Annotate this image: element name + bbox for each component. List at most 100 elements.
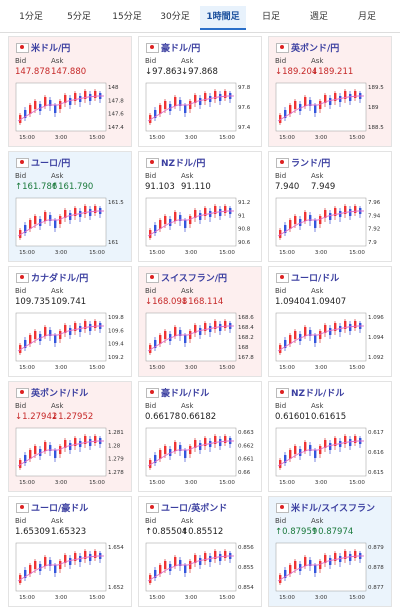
rate-card[interactable]: 英ポンド/ドル Bid Ask ↓1.27942 ↓1.27952 1.281 1.28 1.… xyxy=(8,381,132,492)
ask-value: ↑0.85512 xyxy=(181,527,224,537)
flag-mark xyxy=(280,390,284,394)
y-tick-label: 147.6 xyxy=(108,112,124,118)
flag-mark xyxy=(150,275,154,279)
x-tick-label: 15:00 xyxy=(279,135,295,141)
x-tick-label: 15:00 xyxy=(89,365,105,371)
pair-title[interactable]: 米ドル/スイスフラン xyxy=(291,504,376,514)
bid-label: Bid xyxy=(15,172,27,180)
flag-icon xyxy=(146,503,159,513)
bid-value: 147.878 xyxy=(15,67,51,77)
rate-card[interactable]: カナダドル/円 Bid Ask 109.735 109.741 109.8 109.6 109… xyxy=(8,266,132,377)
flag-mark xyxy=(280,505,284,509)
pair-title[interactable]: スイスフラン/円 xyxy=(161,274,228,284)
rate-card[interactable]: ランド/円 Bid Ask 7.940 7.949 7.96 7.94 7.92 7.9 15:0… xyxy=(268,151,392,262)
ask-value: 91.110 xyxy=(181,182,211,192)
ask-value: 147.880 xyxy=(51,67,87,77)
tab[interactable]: 15分足 xyxy=(112,12,142,22)
flag-mark xyxy=(150,390,154,394)
tab[interactable]: 1時間足 xyxy=(200,6,246,30)
pair-title[interactable]: ユーロ/豪ドル xyxy=(31,504,89,514)
rate-card[interactable]: NZドル/円 Bid Ask 91.103 91.110 91.2 91 90.8 90.6 15… xyxy=(138,151,262,262)
bid-label: Bid xyxy=(15,57,27,65)
rate-card[interactable]: 米ドル/円 Bid Ask 147.878 147.880 148 147.8 147.6 14… xyxy=(8,36,132,147)
y-tick-label: 188.5 xyxy=(368,125,384,131)
bid-value: 1.65309 xyxy=(15,527,51,537)
y-tick-label: 7.9 xyxy=(368,240,377,246)
ask-label: Ask xyxy=(311,172,324,180)
flag-icon xyxy=(276,43,289,53)
pair-title[interactable]: 英ポンド/円 xyxy=(291,44,340,54)
pair-title[interactable]: 豪ドル/ドル xyxy=(161,389,210,399)
rate-card[interactable]: 豪ドル/ドル Bid Ask 0.66178 0.66182 0.663 0.662 0.66… xyxy=(138,381,262,492)
ask-value: ↓189.211 xyxy=(311,67,354,77)
rate-card[interactable]: NZドル/ドル Bid Ask 0.61601 0.61615 0.617 0.616 0.6… xyxy=(268,381,392,492)
flag-mark xyxy=(280,160,284,164)
bid-value: ↑161.786 xyxy=(15,182,58,192)
y-tick-label: 1.652 xyxy=(108,585,124,591)
flag-mark xyxy=(20,45,24,49)
x-tick-label: 15:00 xyxy=(149,480,165,486)
tab[interactable]: 月足 xyxy=(357,12,376,22)
flag-mark xyxy=(20,160,24,164)
y-tick-label: 97.4 xyxy=(238,125,251,131)
x-tick-label: 15:00 xyxy=(219,595,235,601)
x-tick-label: 3:00 xyxy=(185,480,198,486)
pair-title[interactable]: 豪ドル/円 xyxy=(161,44,201,54)
y-tick-label: 168.6 xyxy=(238,315,254,321)
bid-label: Bid xyxy=(15,287,27,295)
y-tick-label: 168 xyxy=(238,345,249,351)
y-tick-label: 109.6 xyxy=(108,328,124,334)
x-tick-label: 15:00 xyxy=(89,250,105,256)
rate-card[interactable]: ユーロ/豪ドル Bid Ask 1.65309 1.65323 1.654 1.652 15:… xyxy=(8,496,132,607)
x-tick-label: 15:00 xyxy=(279,250,295,256)
pair-title[interactable]: 英ポンド/ドル xyxy=(31,389,89,399)
y-tick-label: 0.854 xyxy=(238,585,254,591)
y-tick-label: 1.094 xyxy=(368,335,384,341)
y-tick-label: 97.8 xyxy=(238,85,251,91)
x-tick-label: 15:00 xyxy=(19,365,35,371)
flag-icon xyxy=(146,388,159,398)
pair-title[interactable]: 米ドル/円 xyxy=(31,44,71,54)
bid-label: Bid xyxy=(275,57,287,65)
y-tick-label: 0.615 xyxy=(368,470,384,476)
rate-card[interactable]: 米ドル/スイスフラン Bid Ask ↑0.87959 ↑0.87974 0.879 0.8… xyxy=(268,496,392,607)
y-tick-label: 90.6 xyxy=(238,240,251,246)
rate-card[interactable]: ユーロ/ドル Bid Ask 1.09404 1.09407 1.096 1.094 1.09… xyxy=(268,266,392,377)
ask-label: Ask xyxy=(181,57,194,65)
bid-label: Bid xyxy=(275,172,287,180)
rate-card[interactable]: 豪ドル/円 Bid Ask ↓97.863 ↓97.868 97.8 97.6 97.4 15:… xyxy=(138,36,262,147)
tab[interactable]: 週足 xyxy=(309,12,328,22)
bid-value: 1.09404 xyxy=(275,297,311,307)
flag-icon xyxy=(16,503,29,513)
x-tick-label: 15:00 xyxy=(19,250,35,256)
pair-title[interactable]: カナダドル/円 xyxy=(31,274,89,284)
y-tick-label: 161.5 xyxy=(108,200,124,206)
tab[interactable]: 日足 xyxy=(261,12,280,22)
y-tick-label: 0.616 xyxy=(368,450,384,456)
x-tick-label: 3:00 xyxy=(185,135,198,141)
x-tick-label: 3:00 xyxy=(55,365,68,371)
y-tick-label: 0.662 xyxy=(238,443,254,449)
tab[interactable]: 5分足 xyxy=(67,12,91,22)
tab[interactable]: 1分足 xyxy=(19,12,43,22)
pair-title[interactable]: NZドル/ドル xyxy=(291,389,345,399)
ask-value: ↓1.27952 xyxy=(51,412,94,422)
tab[interactable]: 30分足 xyxy=(160,12,190,22)
rate-card[interactable]: ユーロ/英ポンド Bid Ask ↑0.85504 ↑0.85512 0.856 0.855… xyxy=(138,496,262,607)
rate-card[interactable]: 英ポンド/円 Bid Ask ↓189.204 ↓189.211 189.5 189 188.… xyxy=(268,36,392,147)
x-tick-label: 15:00 xyxy=(149,365,165,371)
pair-title[interactable]: ユーロ/円 xyxy=(31,159,71,169)
pair-title[interactable]: NZドル/円 xyxy=(161,159,206,169)
rate-card[interactable]: スイスフラン/円 Bid Ask ↓168.098 ↓168.114 168.6 168.4… xyxy=(138,266,262,377)
pair-title[interactable]: ユーロ/英ポンド xyxy=(161,504,228,514)
pair-title[interactable]: ユーロ/ドル xyxy=(291,274,340,284)
rate-card[interactable]: ユーロ/円 Bid Ask ↑161.786 ↑161.790 161.5 161 15:00… xyxy=(8,151,132,262)
flag-icon xyxy=(276,388,289,398)
pair-title[interactable]: ランド/円 xyxy=(291,159,331,169)
y-tick-label: 189.5 xyxy=(368,85,384,91)
x-tick-label: 15:00 xyxy=(349,135,365,141)
